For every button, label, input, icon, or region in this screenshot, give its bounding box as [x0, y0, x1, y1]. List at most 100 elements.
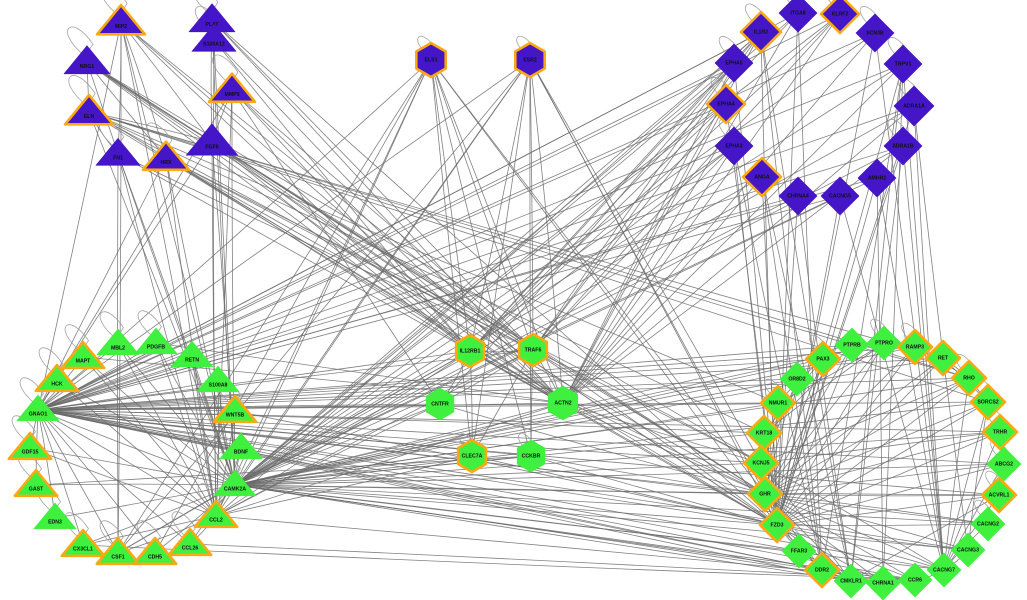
node-diamond-shape[interactable] [803, 551, 841, 589]
node-diamond-shape[interactable] [950, 532, 986, 568]
node-triangle-shape[interactable] [219, 432, 263, 460]
node-triangle-shape[interactable] [34, 363, 80, 393]
node-diamond-shape[interactable] [739, 10, 783, 54]
node-diamond-shape[interactable] [778, 0, 818, 33]
node-triangle-shape[interactable] [60, 528, 106, 558]
node-diamond-shape[interactable] [897, 562, 933, 598]
node-triangle-shape[interactable] [13, 468, 59, 498]
node-triangle-shape[interactable] [95, 536, 141, 566]
node-diamond-shape[interactable] [779, 361, 815, 397]
node-triangle-shape[interactable] [7, 431, 53, 461]
graph-node[interactable]: EPHA5 [714, 43, 754, 83]
node-diamond-shape[interactable] [820, 176, 860, 216]
node-triangle-shape[interactable] [196, 365, 240, 393]
node-diamond-shape[interactable] [883, 44, 923, 84]
node-hexagon-shape[interactable] [513, 41, 547, 79]
node-triangle-shape[interactable] [63, 45, 111, 75]
node-diamond-shape[interactable] [834, 327, 870, 363]
node-triangle-shape[interactable] [63, 93, 115, 126]
graph-node[interactable]: TRAF6 [517, 332, 549, 368]
node-diamond-shape[interactable] [857, 158, 897, 198]
node-diamond-shape[interactable] [883, 126, 923, 166]
graph-node[interactable]: CSF1 [95, 536, 141, 566]
node-diamond-shape[interactable] [969, 383, 1007, 421]
graph-node[interactable]: CX3CL1 [60, 528, 106, 558]
node-diamond-shape[interactable] [926, 552, 962, 588]
node-hexagon-shape[interactable] [425, 387, 455, 421]
graph-node[interactable]: CHRNA1 [865, 565, 901, 600]
node-triangle-shape[interactable] [16, 394, 60, 422]
node-diamond-shape[interactable] [970, 506, 1006, 542]
node-diamond-shape[interactable] [746, 475, 784, 513]
graph-node[interactable]: SCN3B [855, 13, 895, 53]
graph-node[interactable]: CACNG7 [926, 552, 962, 588]
graph-node[interactable]: CDH5 [132, 536, 178, 566]
node-diamond-shape[interactable] [865, 565, 901, 600]
node-hexagon-shape[interactable] [454, 333, 486, 369]
node-triangle-shape[interactable] [132, 536, 178, 566]
node-hexagon-shape[interactable] [516, 439, 546, 473]
node-diamond-shape[interactable] [866, 325, 902, 361]
graph-node[interactable]: EDN3 [33, 502, 77, 530]
node-triangle-shape[interactable] [33, 502, 77, 530]
graph-node[interactable]: ABCG2 [986, 446, 1022, 482]
node-diamond-shape[interactable] [980, 476, 1018, 514]
node-triangle-shape[interactable] [191, 24, 237, 52]
node-hexagon-shape[interactable] [456, 438, 488, 474]
node-triangle-shape[interactable] [212, 394, 258, 424]
graph-node[interactable]: ACVRL1 [980, 476, 1018, 514]
node-diamond-shape[interactable] [896, 328, 934, 366]
node-diamond-shape[interactable] [714, 126, 754, 166]
node-triangle-shape[interactable] [213, 469, 257, 497]
node-triangle-shape[interactable] [141, 140, 191, 172]
graph-node[interactable]: ESR2 [513, 41, 547, 79]
node-diamond-shape[interactable] [758, 506, 796, 544]
graph-node[interactable]: AMHR2 [857, 158, 897, 198]
graph-node[interactable]: CACNG5 [820, 176, 860, 216]
graph-node[interactable]: MIP2 [95, 3, 147, 36]
node-diamond-shape[interactable] [804, 340, 842, 378]
node-hexagon-shape[interactable] [414, 41, 448, 79]
node-diamond-shape[interactable] [924, 339, 962, 377]
node-triangle-shape[interactable] [170, 340, 214, 368]
node-layer[interactable]: MIP2 PLATS100A12NRG1MMP9ELNFGF6FN1HRXELS1… [7, 0, 1022, 600]
node-diamond-shape[interactable] [833, 563, 869, 599]
graph-node[interactable]: NRG1 [63, 45, 111, 75]
node-diamond-shape[interactable] [781, 533, 817, 569]
node-diamond-shape[interactable] [705, 83, 747, 125]
node-diamond-shape[interactable] [893, 85, 935, 127]
node-diamond-shape[interactable] [950, 359, 988, 397]
node-hexagon-shape[interactable] [517, 332, 549, 368]
node-diamond-shape[interactable] [855, 13, 895, 53]
node-diamond-shape[interactable] [778, 176, 818, 216]
node-hexagon-shape[interactable] [547, 385, 579, 421]
node-triangle-shape[interactable] [134, 327, 178, 355]
graph-node[interactable]: GAST [13, 468, 59, 498]
graph-node[interactable]: CLEC7A [456, 438, 488, 474]
node-diamond-shape[interactable] [981, 413, 1019, 451]
node-triangle-shape[interactable] [193, 499, 239, 529]
graph-node[interactable]: NMUR1 [759, 384, 797, 422]
node-triangle-shape[interactable] [95, 138, 141, 166]
node-diamond-shape[interactable] [819, 0, 861, 35]
node-triangle-shape[interactable] [95, 3, 147, 36]
graph-edge [532, 62, 735, 351]
node-triangle-shape[interactable] [185, 123, 239, 156]
node-diamond-shape[interactable] [714, 43, 754, 83]
graph-node[interactable]: FN1 [95, 138, 141, 166]
graph-node[interactable]: S100A8 [196, 365, 240, 393]
node-triangle-shape[interactable] [96, 328, 140, 356]
node-diamond-shape[interactable] [741, 156, 783, 198]
graph-node[interactable]: ELS1 [414, 41, 448, 79]
node-triangle-shape[interactable] [207, 72, 257, 104]
node-triangle-shape[interactable] [167, 527, 213, 557]
node-triangle-shape[interactable] [60, 340, 106, 370]
graph-node[interactable]: IL12RB1 [454, 333, 486, 369]
graph-node[interactable]: ADRA1B [883, 126, 923, 166]
node-diamond-shape[interactable] [759, 384, 797, 422]
graph-node[interactable]: RHO [950, 359, 988, 397]
graph-node[interactable]: ELN [63, 93, 115, 126]
node-diamond-shape[interactable] [986, 446, 1022, 482]
